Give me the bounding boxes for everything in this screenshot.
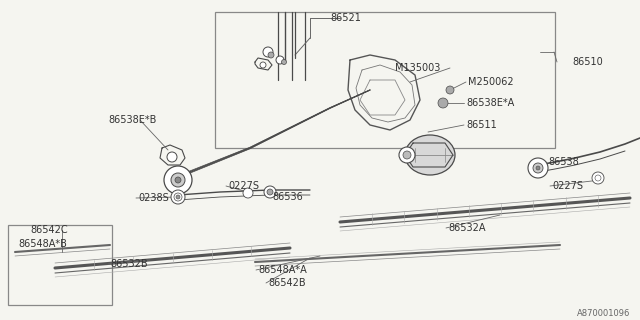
Circle shape — [528, 158, 548, 178]
Circle shape — [176, 195, 180, 199]
Circle shape — [175, 177, 181, 183]
Circle shape — [592, 172, 604, 184]
Bar — [8, 225, 112, 305]
Text: 0238S: 0238S — [138, 193, 169, 203]
Circle shape — [595, 175, 601, 181]
Bar — [215, 12, 555, 148]
Circle shape — [264, 186, 276, 198]
Circle shape — [171, 190, 185, 204]
Circle shape — [438, 98, 448, 108]
Circle shape — [276, 56, 284, 64]
Text: 86538: 86538 — [548, 157, 579, 167]
Text: 86542C: 86542C — [30, 225, 68, 235]
Circle shape — [167, 152, 177, 162]
Text: 86542B: 86542B — [268, 278, 306, 288]
Text: 86538E*B: 86538E*B — [108, 115, 156, 125]
Circle shape — [263, 47, 273, 57]
Text: 86548A*B: 86548A*B — [18, 239, 67, 249]
Circle shape — [446, 86, 454, 94]
Text: 86536: 86536 — [272, 192, 303, 202]
Text: 86532A: 86532A — [448, 223, 486, 233]
Circle shape — [403, 151, 411, 159]
Circle shape — [536, 166, 540, 170]
Circle shape — [174, 193, 182, 201]
Text: 86538E*A: 86538E*A — [466, 98, 515, 108]
Text: 86532B: 86532B — [110, 259, 148, 269]
Ellipse shape — [405, 135, 455, 175]
Circle shape — [171, 173, 185, 187]
Circle shape — [399, 147, 415, 163]
Text: 0227S: 0227S — [552, 181, 583, 191]
Text: 0227S: 0227S — [228, 181, 259, 191]
Circle shape — [533, 163, 543, 173]
Circle shape — [260, 62, 266, 68]
Text: M250062: M250062 — [468, 77, 514, 87]
Text: A870001096: A870001096 — [577, 309, 630, 318]
Circle shape — [243, 188, 253, 198]
Circle shape — [268, 52, 274, 58]
Circle shape — [164, 166, 192, 194]
Text: 86511: 86511 — [466, 120, 497, 130]
Circle shape — [267, 189, 273, 195]
Text: M135003: M135003 — [395, 63, 440, 73]
Text: 86548A*A: 86548A*A — [258, 265, 307, 275]
Text: 86510: 86510 — [572, 57, 603, 67]
Circle shape — [282, 60, 287, 65]
Text: 86521: 86521 — [330, 13, 361, 23]
